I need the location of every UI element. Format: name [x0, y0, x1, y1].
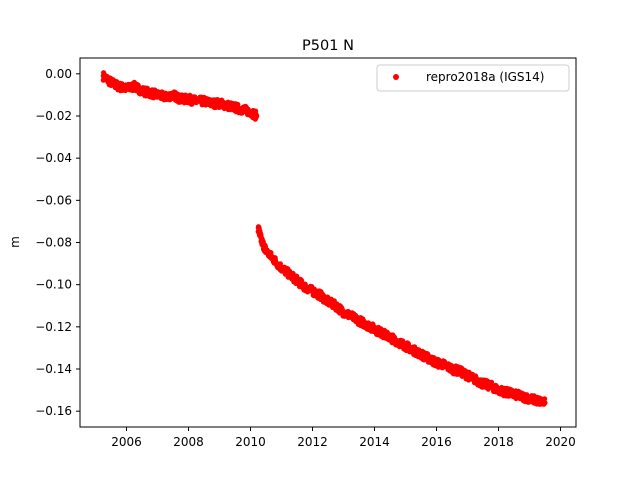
data-point: [116, 83, 122, 90]
data-point: [232, 105, 238, 111]
y-tick-label: −0.14: [35, 362, 72, 376]
data-point: [100, 73, 106, 79]
data-point: [519, 393, 525, 399]
data-point: [325, 298, 331, 305]
x-tick-label: 2008: [173, 435, 204, 449]
data-point: [511, 391, 517, 397]
data-point: [379, 330, 385, 336]
legend-box: [376, 64, 570, 92]
x-tick-label: 2014: [359, 435, 390, 449]
data-point: [449, 366, 455, 372]
y-tick-label: −0.04: [35, 151, 72, 165]
data-point: [216, 100, 223, 106]
y-tick-label: −0.06: [35, 193, 72, 207]
data-point: [263, 248, 269, 254]
data-point: [178, 96, 184, 102]
data-point: [418, 351, 424, 357]
data-point: [170, 92, 176, 98]
data-point: [193, 98, 199, 104]
data-point: [348, 313, 354, 319]
legend-marker: [393, 74, 399, 80]
y-axis-label: m: [8, 236, 22, 248]
data-point: [271, 256, 277, 262]
data-point: [542, 400, 548, 406]
data-point: [426, 355, 432, 362]
legend-label: repro2018a (IGS14): [426, 70, 544, 84]
data-point: [224, 102, 230, 108]
data-point: [472, 377, 478, 383]
data-point: [147, 90, 153, 96]
data-point: [302, 284, 308, 290]
x-tick-label: 2018: [483, 435, 514, 449]
data-point: [185, 96, 192, 102]
data-point: [464, 372, 471, 378]
data-point: [371, 326, 378, 332]
y-tick-label: −0.02: [35, 109, 72, 123]
data-point: [395, 339, 401, 345]
data-point: [139, 88, 145, 94]
data-point: [534, 398, 540, 404]
data-point: [209, 100, 215, 106]
data-point: [457, 368, 463, 374]
data-point: [154, 92, 161, 98]
x-tick-label: 2020: [545, 435, 576, 449]
y-tick-label: −0.12: [35, 320, 72, 334]
data-point: [410, 347, 416, 353]
data-point: [309, 288, 316, 294]
data-point: [131, 83, 137, 90]
data-point: [108, 79, 114, 85]
data-point: [387, 334, 393, 340]
data-point: [441, 362, 447, 368]
data-point: [488, 383, 494, 389]
y-axis: 0.00 −0.02 −0.04 −0.06 −0.08 −0.10 −0.12 −0.14 −…: [35, 67, 80, 418]
x-tick-label: 2012: [297, 435, 328, 449]
data-point: [240, 107, 246, 113]
y-tick-label: −0.16: [35, 404, 72, 418]
x-axis: 2006 2008 2010 2012 2014 2016 2018 2020: [111, 427, 576, 449]
data-point: [364, 322, 370, 328]
data-point: [254, 113, 260, 119]
x-tick-label: 2006: [111, 435, 142, 449]
data-point: [542, 396, 548, 402]
data-point: [162, 94, 168, 100]
data-point: [480, 381, 486, 387]
chart-title: P501 N: [302, 38, 354, 54]
data-point: [317, 292, 323, 298]
data-point: [247, 109, 254, 115]
data-point: [340, 309, 347, 315]
data-point: [278, 265, 285, 271]
data-point: [526, 395, 533, 402]
y-tick-label: 0.00: [45, 67, 72, 81]
y-tick-label: −0.10: [35, 278, 72, 292]
legend: repro2018a (IGS14): [376, 64, 570, 92]
data-points: [100, 70, 548, 407]
data-point: [294, 277, 300, 284]
data-point: [255, 225, 261, 231]
data-point: [402, 343, 409, 349]
data-point: [356, 317, 362, 324]
x-tick-label: 2016: [421, 435, 452, 449]
data-point: [258, 237, 264, 243]
data-point: [123, 86, 130, 92]
y-tick-label: −0.08: [35, 236, 72, 250]
data-point: [433, 360, 440, 366]
data-point: [277, 261, 283, 267]
data-point: [333, 303, 339, 309]
data-point: [286, 271, 292, 277]
data-point: [201, 98, 207, 104]
x-tick-label: 2010: [235, 435, 266, 449]
data-point: [503, 389, 509, 395]
data-point: [495, 387, 502, 393]
